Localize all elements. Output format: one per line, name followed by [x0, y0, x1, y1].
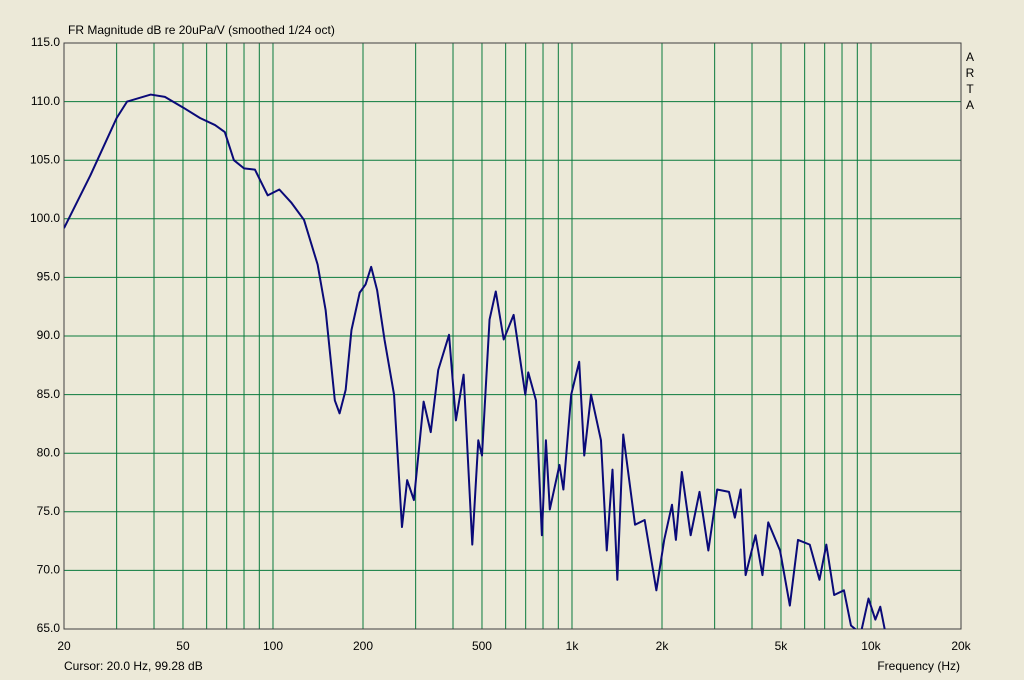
x-tick-label: 1k [566, 639, 580, 653]
y-tick-label: 65.0 [37, 621, 61, 635]
x-tick-label: 5k [775, 639, 789, 653]
x-tick-label: 500 [472, 639, 492, 653]
y-tick-label: 75.0 [37, 504, 61, 518]
y-tick-label: 115.0 [31, 35, 60, 49]
plot-border [63, 42, 962, 630]
x-tick-label: 50 [176, 639, 190, 653]
y-tick-label: 110.0 [31, 94, 60, 108]
chart-title: FR Magnitude dB re 20uPa/V (smoothed 1/2… [68, 23, 335, 37]
y-tick-label: 100.0 [30, 211, 60, 225]
y-tick-label: 85.0 [37, 387, 61, 401]
y-tick-label: 70.0 [37, 563, 61, 577]
x-tick-label: 2k [656, 639, 670, 653]
side-label: ARTA [963, 50, 977, 114]
status-text: Cursor: 20.0 Hz, 99.28 dB [64, 659, 203, 673]
x-tick-label: 100 [263, 639, 283, 653]
x-tick-label: 200 [353, 639, 373, 653]
x-tick-label: 20 [57, 639, 71, 653]
y-tick-label: 80.0 [37, 445, 61, 459]
x-axis-label: Frequency (Hz) [877, 659, 960, 673]
y-tick-label: 95.0 [37, 270, 61, 284]
x-tick-label: 20k [951, 639, 971, 653]
y-tick-label: 105.0 [30, 152, 60, 166]
x-tick-label: 10k [861, 639, 881, 653]
y-tick-label: 90.0 [37, 328, 61, 342]
data-line [64, 93, 886, 629]
